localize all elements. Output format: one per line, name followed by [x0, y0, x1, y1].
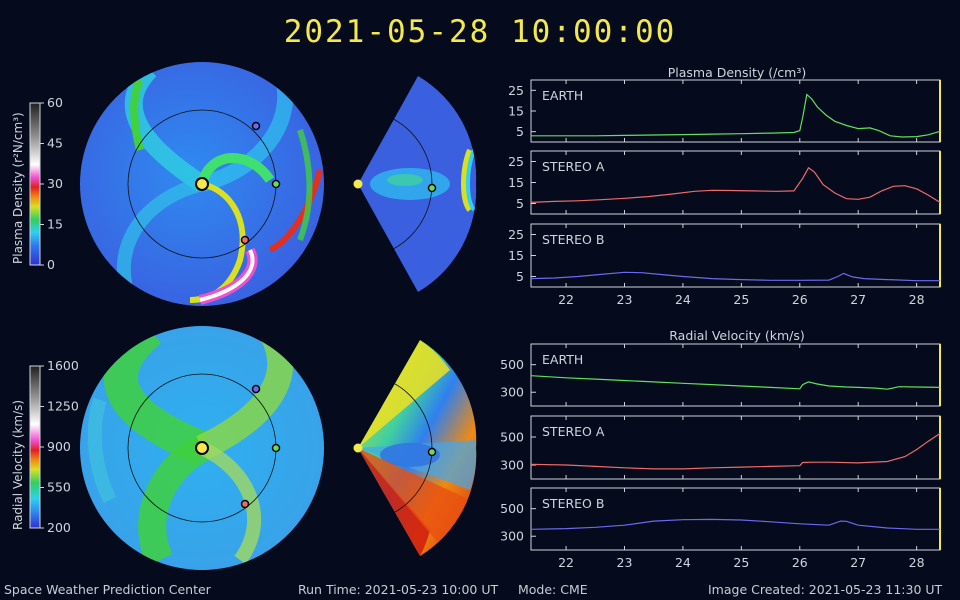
velocity-x-tick-label: 24	[675, 555, 691, 570]
velocity-stereo-a-series-label: STEREO A	[542, 424, 605, 439]
earth-marker	[271, 179, 281, 189]
stereo-a-marker	[240, 235, 250, 245]
velocity-earth-line	[530, 375, 941, 390]
density-earth-line	[531, 93, 941, 138]
velocity-colorbar-tick-label: 1600	[47, 358, 79, 373]
density-earth-series-label: EARTH	[542, 88, 583, 103]
density-stereo-b-y-tick-label: 15	[508, 248, 524, 263]
velocity-stereo-a-panel: STEREO A 500 300	[500, 415, 941, 480]
density-earth-y-tick-label: 15	[508, 104, 524, 119]
velocity-colorbar-tick-label: 1250	[47, 399, 79, 414]
velocity-stereo-a-y-tick-label: 300	[500, 458, 524, 473]
density-stereo-a-y-tick-label: 25	[508, 154, 524, 169]
stereo-b-marker	[251, 384, 261, 394]
velocity-stereo-b-panel: STEREO B 500 300	[500, 487, 941, 551]
density-colorbar-label: Plasma Density (r²N/cm³)	[11, 112, 25, 264]
density-ecliptic-disk	[80, 62, 324, 306]
velocity-stereo-b-series-label: STEREO B	[542, 496, 604, 511]
velocity-colorbar-tick-label: 200	[47, 520, 71, 535]
density-stereo-a-y-tick-label: 5	[516, 196, 524, 211]
density-colorbar-tick-label: 0	[47, 257, 55, 272]
velocity-earth-frame	[530, 343, 941, 407]
velocity-x-tick-label: 27	[850, 555, 866, 570]
density-x-tick-label: 28	[909, 292, 925, 307]
velocity-panel-title: Radial Velocity (km/s)	[669, 328, 805, 343]
velocity-colorbar-tick-label: 550	[47, 480, 71, 495]
velocity-stereo-a-line	[530, 432, 941, 470]
velocity-ecliptic-disk	[80, 326, 324, 570]
density-stereo-b-y-tick-label: 25	[508, 227, 524, 242]
velocity-earth-panel: EARTH 500 300	[500, 343, 941, 407]
velocity-earth-y-tick-label: 500	[500, 357, 524, 372]
velocity-stereo-a-y-tick-label: 500	[500, 430, 524, 445]
velocity-x-tick-label: 26	[792, 555, 808, 570]
velocity-x-tick-label: 25	[733, 555, 749, 570]
velocity-x-tick-label: 22	[558, 555, 574, 570]
footer-run-time: Run Time: 2021-05-23 10:00 UT	[298, 582, 499, 597]
density-x-tick-label: 23	[617, 292, 633, 307]
density-stereo-a-series-label: STEREO A	[542, 159, 605, 174]
density-earth-frame	[530, 79, 941, 143]
velocity-earth-y-tick-label: 300	[500, 385, 524, 400]
density-colorbar-tick-label: 30	[47, 176, 63, 191]
velocity-x-tick-label: 23	[617, 555, 633, 570]
earth-marker	[271, 443, 281, 453]
velocity-colorbar-tick-label: 900	[47, 439, 71, 454]
density-stereo-a-y-tick-label: 15	[508, 175, 524, 190]
density-colorbar-tick-label: 60	[47, 95, 63, 110]
density-x-tick-label: 24	[675, 292, 691, 307]
footer-mode: Mode: CME	[518, 582, 588, 597]
velocity-colorbar: 1600 1250 900 550 200	[29, 358, 79, 535]
velocity-stereo-b-y-tick-label: 300	[500, 529, 524, 544]
density-colorbar: 60 45 30 15 0	[29, 95, 63, 272]
density-stereo-a-panel: STEREO A 25 15 5	[508, 150, 941, 215]
density-stereo-a-line	[530, 166, 941, 203]
stereo-b-marker	[251, 121, 261, 131]
velocity-earth-series-label: EARTH	[542, 352, 583, 367]
density-stereo-b-line	[530, 271, 940, 282]
density-earth-y-tick-label: 25	[508, 83, 524, 98]
velocity-x-tick-label: 28	[909, 555, 925, 570]
density-panel-title: Plasma Density (/cm³)	[667, 65, 807, 80]
density-earth-y-tick-label: 5	[516, 124, 524, 139]
density-meridional-wedge	[353, 76, 477, 292]
velocity-stereo-b-y-tick-label: 500	[500, 501, 524, 516]
velocity-colorbar-label: Radial Velocity (km/s)	[11, 399, 25, 530]
footer-created: Image Created: 2021-05-23 11:30 UT	[708, 582, 943, 597]
stereo-a-marker	[240, 499, 250, 509]
density-stereo-b-y-tick-label: 5	[516, 269, 524, 284]
density-stereo-b-series-label: STEREO B	[542, 232, 604, 247]
density-x-tick-label: 27	[850, 292, 866, 307]
density-x-tick-label: 25	[733, 292, 749, 307]
velocity-stereo-b-line	[530, 518, 940, 530]
density-colorbar-tick-label: 15	[47, 217, 63, 232]
density-colorbar-tick-label: 45	[47, 136, 63, 151]
density-x-tick-label: 22	[558, 292, 574, 307]
density-stereo-b-panel: STEREO B 25 15 5	[508, 223, 941, 288]
density-earth-panel: EARTH 25 15 5	[508, 79, 941, 143]
velocity-meridional-wedge	[353, 340, 477, 556]
simulation-timestamp: 2021-05-28 10:00:00	[283, 14, 677, 50]
footer-org: Space Weather Prediction Center	[4, 582, 211, 597]
density-x-tick-label: 26	[792, 292, 808, 307]
